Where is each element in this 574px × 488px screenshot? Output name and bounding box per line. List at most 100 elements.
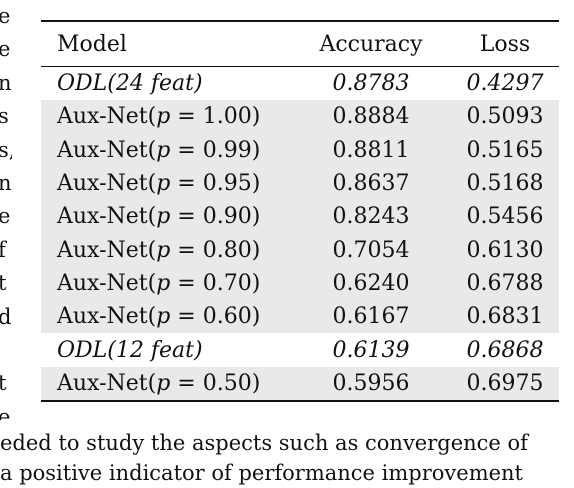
p-value: 1.00 (202, 104, 252, 130)
table-row: Aux-Net(p = 0.80) 0.7054 0.6130 (41, 233, 559, 267)
loss-cell: 0.5168 (466, 171, 544, 197)
model-cell: Aux-Net(p = 0.60) (41, 304, 291, 329)
header-loss: Loss (479, 31, 531, 57)
left-fragment-line (0, 334, 10, 367)
model-cell: Aux-Net(p = 0.50) (41, 371, 291, 396)
model-cell: Aux-Net(p = 0.70) (41, 271, 291, 296)
equals-sign: = (170, 137, 203, 163)
p-value: 0.99 (202, 137, 252, 163)
model-name: Aux-Net( (57, 237, 157, 263)
close-paren: ) (251, 104, 261, 130)
table-body: ODL(24 feat) 0.8783 0.4297 Aux-Net(p = 1.00… (41, 67, 559, 400)
p-value: 0.90 (202, 204, 252, 230)
left-fragment-line: d (0, 304, 12, 329)
model-name: Aux-Net( (57, 204, 157, 230)
table-row: Aux-Net(p = 0.50) 0.5956 0.6975 (41, 366, 559, 400)
accuracy-cell: 0.8884 (332, 104, 410, 130)
body-text-line: a positive indicator of performance impr… (0, 461, 524, 485)
model-cell: Aux-Net(p = 0.99) (41, 138, 291, 163)
model-name: Aux-Net( (57, 304, 157, 330)
table-row: ODL(24 feat) 0.8783 0.4297 (41, 67, 559, 100)
loss-cell: 0.4297 (466, 71, 544, 97)
model-name: ODL(12 feat) (57, 337, 203, 363)
table-row: ODL(12 feat) 0.6139 0.6868 (41, 333, 559, 366)
left-fragment-line: e (0, 37, 11, 62)
left-fragment-line: e (0, 404, 11, 420)
model-cell: Aux-Net(p = 0.95) (41, 171, 291, 196)
model-cell: ODL(24 feat) (41, 71, 291, 96)
header-model: Model (57, 31, 127, 57)
p-variable: p (156, 204, 171, 230)
p-variable: p (156, 171, 171, 197)
accuracy-cell: 0.6240 (332, 270, 410, 296)
model-name: ODL(24 feat) (57, 71, 203, 97)
p-value: 0.60 (202, 304, 252, 330)
model-cell: Aux-Net(p = 1.00) (41, 104, 291, 129)
accuracy-cell: 0.8243 (332, 204, 410, 230)
loss-cell: 0.6975 (466, 370, 544, 396)
p-variable: p (156, 104, 171, 130)
body-text-below-table: eded to study the aspects such as conver… (0, 428, 574, 488)
top-rule (41, 20, 559, 22)
accuracy-cell: 0.5956 (332, 370, 410, 396)
p-value: 0.50 (202, 370, 252, 396)
equals-sign: = (170, 370, 203, 396)
loss-cell: 0.5456 (466, 204, 544, 230)
left-fragment-line: s, (0, 137, 12, 162)
model-name: Aux-Net( (57, 137, 157, 163)
left-fragment-line: n (0, 171, 12, 196)
header-accuracy: Accuracy (319, 31, 423, 57)
table-row: Aux-Net(p = 1.00) 0.8884 0.5093 (41, 100, 559, 134)
model-cell: Aux-Net(p = 0.80) (41, 238, 291, 263)
table-row: Aux-Net(p = 0.99) 0.8811 0.5165 (41, 133, 559, 167)
equals-sign: = (170, 204, 203, 230)
accuracy-cell: 0.6139 (332, 337, 410, 363)
p-variable: p (156, 370, 171, 396)
left-fragment-line: e (0, 204, 11, 229)
loss-cell: 0.6831 (466, 304, 544, 330)
results-table: Model Accuracy Loss ODL(24 feat) 0.8783 0.… (41, 20, 559, 402)
accuracy-cell: 0.8783 (332, 71, 410, 97)
model-cell: Aux-Net(p = 0.90) (41, 204, 291, 229)
accuracy-cell: 0.7054 (332, 237, 410, 263)
equals-sign: = (170, 104, 203, 130)
accuracy-cell: 0.6167 (332, 304, 410, 330)
close-paren: ) (251, 270, 261, 296)
p-variable: p (156, 137, 171, 163)
loss-cell: 0.6868 (466, 337, 544, 363)
close-paren: ) (251, 237, 261, 263)
left-fragment-line: n (0, 70, 12, 95)
loss-cell: 0.6130 (466, 237, 544, 263)
left-fragment-line: f (0, 237, 6, 262)
equals-sign: = (170, 304, 203, 330)
left-fragment-line: t (0, 271, 7, 296)
close-paren: ) (251, 171, 261, 197)
close-paren: ) (251, 304, 261, 330)
equals-sign: = (170, 171, 203, 197)
model-name: Aux-Net( (57, 370, 157, 396)
header-rule (41, 66, 559, 67)
left-fragment-line: e (0, 4, 11, 28)
equals-sign: = (170, 237, 203, 263)
p-value: 0.70 (202, 270, 252, 296)
table-row: Aux-Net(p = 0.60) 0.6167 0.6831 (41, 300, 559, 334)
loss-cell: 0.6788 (466, 270, 544, 296)
model-name: Aux-Net( (57, 171, 157, 197)
p-value: 0.95 (202, 171, 252, 197)
model-cell: ODL(12 feat) (41, 338, 291, 363)
equals-sign: = (170, 270, 203, 296)
header-row: Model Accuracy Loss (41, 22, 559, 66)
p-value: 0.80 (202, 237, 252, 263)
body-text-line: eded to study the aspects such as conver… (0, 431, 528, 455)
loss-cell: 0.5165 (466, 137, 544, 163)
table-row: Aux-Net(p = 0.70) 0.6240 0.6788 (41, 266, 559, 301)
model-name: Aux-Net( (57, 104, 157, 130)
model-name: Aux-Net( (57, 270, 157, 296)
p-variable: p (156, 304, 171, 330)
bottom-rule (41, 399, 559, 402)
p-variable: p (156, 237, 171, 263)
left-fragment-line: s (0, 104, 9, 129)
p-variable: p (156, 270, 171, 296)
left-fragment-line: t (0, 371, 7, 396)
